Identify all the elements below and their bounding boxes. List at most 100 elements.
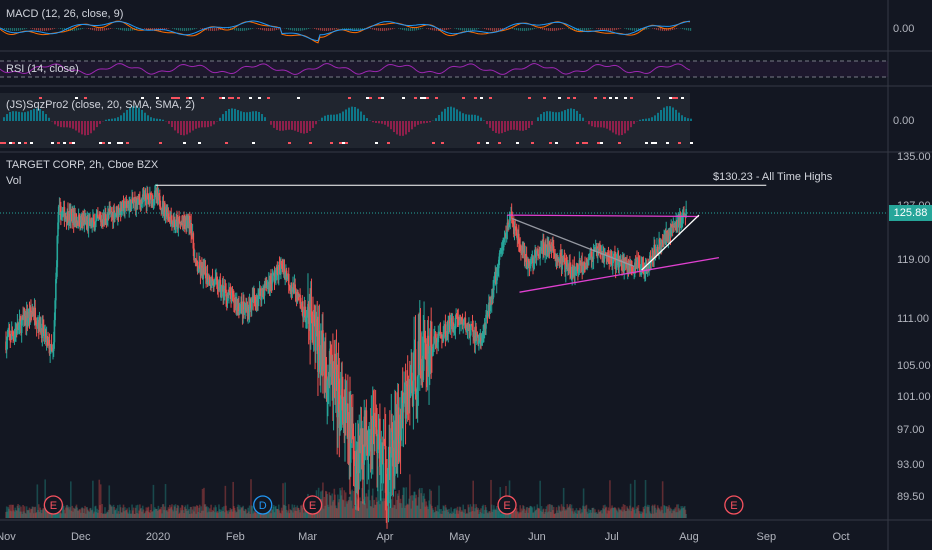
macd-histogram-bar: [456, 28, 458, 30]
macd-pane[interactable]: [0, 20, 692, 44]
candle-body: [493, 275, 496, 281]
candle-body: [530, 258, 533, 261]
candle-body: [654, 245, 656, 255]
earnings-marker[interactable]: E: [43, 495, 64, 515]
volume-bar: [17, 504, 19, 518]
candle-body: [469, 326, 472, 337]
squeeze-histogram-bar: [48, 117, 50, 121]
candle-body: [310, 311, 313, 317]
macd-histogram-bar: [400, 28, 402, 30]
volume-bar: [597, 509, 600, 518]
volume-bar: [164, 506, 166, 518]
time-axis[interactable]: Nov Dec 2020 Feb Mar Apr May Jun Jul Aug Sep Oct: [0, 531, 850, 543]
volume-bar: [540, 510, 542, 518]
candle-body: [281, 264, 284, 269]
volume-bar: [44, 479, 46, 518]
macd-histogram-bar: [272, 28, 274, 31]
volume-bar: [329, 495, 331, 518]
macd-histogram-bar: [76, 28, 78, 31]
volume-bar: [288, 513, 291, 518]
macd-histogram-bar: [620, 28, 622, 29]
rsi-pane[interactable]: [0, 60, 888, 78]
macd-histogram-bar: [212, 28, 214, 31]
macd-histogram-bar: [144, 28, 146, 29]
squeeze-histogram-bar: [429, 121, 431, 123]
candle-body: [341, 389, 343, 399]
squeeze-dot: [681, 97, 684, 99]
macd-histogram-bar: [606, 28, 608, 31]
volume-bar: [398, 490, 400, 518]
volume-bar: [451, 513, 453, 518]
candle-body: [533, 255, 536, 264]
candle-body: [60, 213, 63, 220]
price-axis[interactable]: 135.00127.00119.00111.00105.00101.0097.0…: [897, 151, 931, 503]
squeeze-histogram-bar: [594, 121, 596, 128]
volume-bar: [564, 510, 566, 518]
candle-body: [457, 318, 460, 323]
candle-body: [224, 289, 227, 291]
volume-bar: [201, 510, 203, 518]
earnings-marker[interactable]: E: [724, 495, 744, 515]
candle-body: [406, 384, 408, 387]
macd-histogram-bar: [588, 28, 590, 30]
squeeze-histogram-bar: [273, 121, 275, 128]
candle-body: [188, 215, 191, 229]
macd-histogram-bar: [2, 28, 4, 29]
squeeze-histogram-bar: [615, 121, 617, 135]
squeeze-histogram-bar: [561, 111, 563, 121]
squeeze-histogram-bar: [492, 121, 494, 131]
candle-body: [461, 320, 464, 325]
macd-histogram-bar: [290, 28, 292, 31]
macd-histogram-bar: [608, 28, 610, 31]
ath-annotation-label[interactable]: $130.23 - All Time Highs: [713, 171, 833, 183]
candle-body: [486, 312, 489, 314]
candlestick-series[interactable]: [5, 183, 687, 529]
candle-body: [458, 317, 461, 326]
volume-bar: [347, 501, 349, 518]
volume-bar: [64, 513, 66, 518]
volume-bar: [488, 511, 491, 518]
candle-body: [42, 324, 45, 337]
squeeze-histogram-bar: [345, 109, 347, 121]
volume-bar: [131, 504, 133, 518]
squeeze-histogram-bar: [552, 111, 554, 121]
candle-body: [43, 333, 46, 337]
candle-body: [225, 289, 227, 297]
squeeze-dot: [420, 97, 423, 99]
volume-bar: [331, 493, 333, 518]
volume-bar: [269, 507, 272, 518]
volume-bar: [272, 504, 275, 518]
squeeze-histogram-bar: [258, 112, 260, 121]
volume-bar: [593, 512, 596, 518]
volume-bar: [45, 505, 47, 518]
candle-body: [581, 262, 583, 273]
volume-bar: [497, 510, 499, 518]
candle-body: [552, 243, 554, 247]
squeeze-dot: [186, 97, 189, 99]
volume-bar: [550, 512, 552, 518]
squeeze-histogram-bar: [642, 119, 644, 121]
volume-bar: [210, 504, 212, 518]
candle-body: [207, 282, 210, 284]
squeeze-histogram-bar: [126, 109, 128, 121]
volume-bar: [557, 512, 559, 518]
volume-bar: [493, 509, 496, 518]
candle-body: [236, 300, 239, 307]
drawing-annotations[interactable]: [0, 184, 888, 293]
candle-body: [152, 201, 155, 203]
candle-body: [57, 222, 59, 237]
squeeze-histogram-bar: [663, 107, 665, 121]
volume-bar: [676, 504, 678, 518]
volume-bar: [8, 508, 10, 518]
earnings-marker[interactable]: E: [302, 495, 323, 515]
dividend-marker[interactable]: D: [253, 495, 273, 515]
macd-histogram-bar: [40, 28, 42, 31]
squeeze-pane[interactable]: [0, 93, 693, 148]
earnings-marker[interactable]: E: [497, 495, 517, 515]
candle-body: [513, 226, 516, 235]
volume-bar: [84, 513, 87, 518]
candle-body: [499, 252, 502, 254]
candle-body: [615, 262, 618, 268]
